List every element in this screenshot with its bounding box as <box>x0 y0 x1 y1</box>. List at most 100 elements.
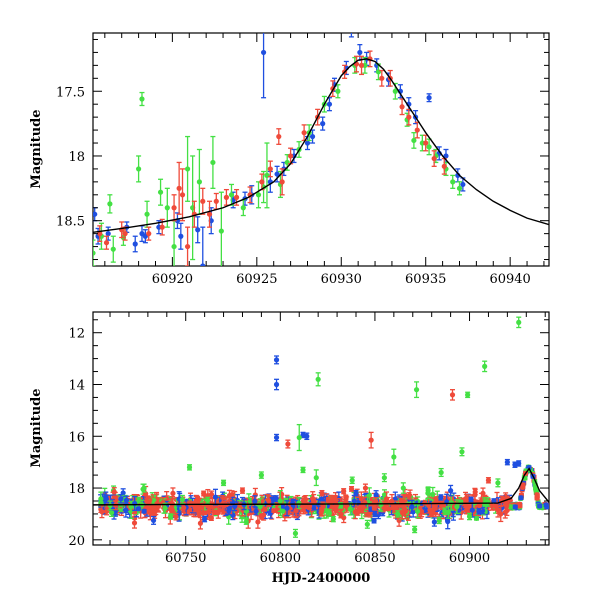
red-point <box>200 187 206 215</box>
green-point <box>392 82 398 100</box>
peak-point-blue <box>537 503 543 509</box>
blue-point <box>273 433 280 442</box>
blue-point <box>353 489 359 497</box>
bottom-x-tick-label: 60850 <box>354 551 395 566</box>
band-point-red <box>348 486 355 492</box>
red-point <box>179 168 186 222</box>
band-point-red <box>262 506 268 512</box>
band-point-blue <box>103 494 109 504</box>
green-point <box>313 469 319 487</box>
band-point-red <box>498 505 504 523</box>
red-point <box>285 439 291 449</box>
band-point-red <box>201 490 207 497</box>
band-point-red <box>341 488 347 495</box>
band-point-red <box>480 487 486 500</box>
green-point <box>482 360 488 373</box>
green-point <box>516 316 522 329</box>
blue-point <box>178 222 184 250</box>
green-point <box>465 391 471 399</box>
green-point <box>93 239 96 266</box>
band-point-red <box>319 504 325 516</box>
band-point-blue <box>438 494 444 501</box>
green-point <box>400 482 406 494</box>
red-point <box>429 510 435 518</box>
red-point <box>441 157 447 175</box>
green-point <box>364 519 370 529</box>
band-point-red <box>371 505 377 511</box>
blue-point <box>348 33 354 38</box>
bottom-x-tick-label: 60800 <box>260 551 301 566</box>
band-point-red <box>399 500 405 506</box>
red-point <box>276 128 282 145</box>
band-point-blue <box>212 488 219 506</box>
red-point <box>213 192 219 210</box>
red-point <box>122 226 128 241</box>
green-point <box>292 528 299 538</box>
red-point <box>176 161 182 215</box>
top-x-tick-label: 60940 <box>489 272 530 287</box>
top-x-tick-label: 60930 <box>321 272 362 287</box>
bottom-x-tick-label: 60900 <box>449 551 490 566</box>
green-point <box>391 448 397 466</box>
blue-point <box>372 510 378 518</box>
peak-point-blue <box>544 504 549 510</box>
green-point <box>330 515 336 523</box>
green-point <box>495 478 501 488</box>
top-y-axis-label: Magnitude <box>29 109 44 188</box>
band-point-blue <box>431 517 437 527</box>
top-panel: 60920 60925 60930 60935 60940 17.5 18 18.5 Magn… <box>29 32 550 287</box>
green-point <box>210 135 216 189</box>
top-plot-area <box>93 33 549 266</box>
green-point <box>300 466 306 474</box>
red-point <box>288 147 294 165</box>
blue-point <box>139 225 145 243</box>
blue-point <box>504 458 510 466</box>
peak-point-green <box>533 485 539 491</box>
bottom-panel: 60750 60800 60850 60900 12 14 16 18 20 Magnitude… <box>29 311 550 586</box>
green-point <box>349 476 355 485</box>
blue-point <box>516 460 522 467</box>
green-point <box>411 132 417 149</box>
band-point-green <box>414 504 421 519</box>
blue-point <box>309 129 316 144</box>
red-point <box>196 510 202 518</box>
bottom-plot-frame <box>92 311 550 546</box>
band-point-blue <box>118 494 124 504</box>
red-point <box>103 235 110 250</box>
bottom-x-tick-label: 60750 <box>165 551 206 566</box>
green-point <box>296 423 302 452</box>
red-point <box>406 492 412 500</box>
band-point-green <box>179 494 185 505</box>
green-point <box>139 91 145 107</box>
top-plot-frame <box>92 32 550 267</box>
bottom-y-tick-label: 20 <box>68 534 85 549</box>
bottom-y-axis-label: Magnitude <box>29 388 44 467</box>
red-point <box>431 150 437 167</box>
green-point <box>157 178 164 206</box>
band-point-blue <box>371 517 377 524</box>
red-point <box>97 225 103 243</box>
band-point-red <box>333 508 339 514</box>
band-point-blue <box>226 507 232 516</box>
green-point <box>459 447 465 457</box>
red-point <box>368 431 374 449</box>
band-point-red <box>325 498 331 504</box>
red-point <box>472 488 478 496</box>
red-point <box>353 55 360 73</box>
blue-point <box>274 165 280 183</box>
band-point-red <box>275 507 281 513</box>
red-point <box>301 124 307 142</box>
model-curve <box>93 467 549 506</box>
green-point <box>243 518 249 525</box>
bottom-y-tick-label: 12 <box>68 327 85 342</box>
band-point-blue <box>141 508 147 514</box>
red-point <box>146 226 152 241</box>
green-point <box>258 471 264 479</box>
green-point <box>220 479 227 487</box>
band-point-blue <box>468 496 474 503</box>
green-point <box>277 170 284 199</box>
blue-point <box>132 235 138 253</box>
green-point <box>196 148 202 215</box>
green-point <box>141 483 147 493</box>
red-point <box>267 160 273 178</box>
